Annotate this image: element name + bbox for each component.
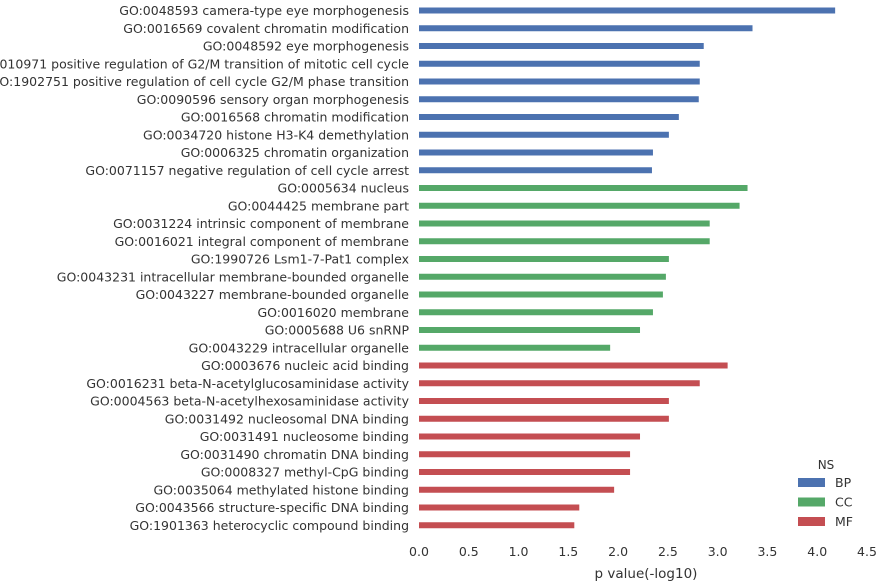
x-axis-title: p value(-log10) bbox=[595, 566, 698, 582]
bar-cc bbox=[419, 327, 641, 333]
bar-cc bbox=[419, 238, 710, 245]
category-label: GO:0005634 nucleus bbox=[278, 181, 409, 196]
category-label: GO:0031491 nucleosome binding bbox=[200, 429, 409, 444]
bar-bp bbox=[419, 7, 836, 14]
category-label: GO:1902751 positive regulation of cell c… bbox=[0, 74, 409, 89]
bar-bp bbox=[419, 43, 704, 49]
category-label: GO:0043227 membrane-bounded organelle bbox=[136, 287, 410, 302]
category-label: GO:0031492 nucleosomal DNA binding bbox=[165, 411, 409, 426]
category-label: GO:0016231 beta-N-acetylglucosaminidase … bbox=[86, 376, 409, 391]
bar-cc bbox=[419, 291, 663, 298]
bar-bp bbox=[419, 131, 669, 138]
legend-label: CC bbox=[835, 495, 853, 510]
bar-bp bbox=[419, 60, 700, 67]
bar-mf bbox=[419, 504, 580, 511]
bar-bp bbox=[419, 78, 700, 85]
category-label: GO:0043231 intracellular membrane-bounde… bbox=[57, 269, 410, 284]
category-label: GO:0043566 structure-specific DNA bindin… bbox=[135, 500, 409, 515]
bar-mf bbox=[419, 433, 641, 440]
bar-bp bbox=[419, 114, 679, 120]
category-label: GO:0071157 negative regulation of cell c… bbox=[85, 163, 409, 178]
category-label: GO:0043229 intracellular organelle bbox=[189, 340, 410, 355]
category-label: GO:0016569 covalent chromatin modificati… bbox=[123, 21, 409, 36]
x-tick-label: 4.5 bbox=[857, 544, 877, 559]
bar-mf bbox=[419, 451, 631, 458]
bar-bp bbox=[419, 167, 652, 174]
bar-mf bbox=[419, 398, 669, 404]
x-axis-ticks: 0.0 0.5 1.0 1.5 2.0 2.5 3.0 3.5 4.0 4.5 bbox=[409, 544, 877, 559]
bar-mf bbox=[419, 522, 575, 529]
legend-label: MF bbox=[835, 514, 853, 529]
category-label: GO:0004563 beta-N-acetylhexosaminidase a… bbox=[90, 394, 409, 409]
x-tick-label: 1.0 bbox=[509, 544, 529, 559]
legend-swatch-mf bbox=[798, 517, 825, 526]
x-tick-label: 0.5 bbox=[459, 544, 479, 559]
bars-group bbox=[419, 7, 836, 529]
category-label: GO:0008327 methyl-CpG binding bbox=[201, 465, 409, 480]
legend-swatch-cc bbox=[798, 497, 825, 507]
x-tick-label: 2.0 bbox=[608, 544, 628, 559]
bar-cc bbox=[419, 220, 710, 227]
bar-mf bbox=[419, 469, 631, 475]
legend-label: BP bbox=[835, 475, 852, 490]
x-tick-label: 1.5 bbox=[558, 544, 578, 559]
category-label: GO:0034720 histone H3-K4 demethylation bbox=[143, 127, 409, 142]
bar-cc bbox=[419, 185, 748, 191]
category-label: GO:0010971 positive regulation of G2/M t… bbox=[0, 56, 409, 71]
bar-bp bbox=[419, 149, 653, 156]
category-label: GO:0031224 intrinsic component of membra… bbox=[113, 216, 409, 231]
legend-swatch-bp bbox=[798, 478, 825, 487]
category-label: GO:0031490 chromatin DNA binding bbox=[180, 447, 409, 462]
category-label: GO:0035064 methylated histone binding bbox=[153, 482, 409, 497]
bar-cc bbox=[419, 309, 653, 316]
category-label: GO:0044425 membrane part bbox=[228, 198, 409, 213]
legend: NS BP CC MF bbox=[798, 458, 853, 529]
bar-mf bbox=[419, 362, 728, 369]
category-label: GO:0048593 camera-type eye morphogenesis bbox=[119, 3, 409, 18]
category-label: GO:0016568 chromatin modification bbox=[181, 110, 409, 125]
category-label: GO:0090596 sensory organ morphogenesis bbox=[137, 92, 409, 107]
category-label: GO:1901363 heterocyclic compound binding bbox=[130, 518, 409, 533]
bar-cc bbox=[419, 344, 611, 351]
category-label: GO:0016021 integral component of membran… bbox=[115, 234, 410, 249]
category-labels: GO:0048593 camera-type eye morphogenesis… bbox=[0, 3, 410, 533]
category-label: GO:1990726 Lsm1-7-Pat1 complex bbox=[191, 252, 409, 267]
bar-cc bbox=[419, 273, 666, 280]
x-tick-label: 3.5 bbox=[757, 544, 777, 559]
bar-mf bbox=[419, 380, 700, 387]
category-label: GO:0006325 chromatin organization bbox=[181, 145, 409, 160]
x-tick-label: 2.5 bbox=[658, 544, 678, 559]
bar-cc bbox=[419, 256, 669, 262]
category-label: GO:0048592 eye morphogenesis bbox=[203, 39, 409, 54]
bar-mf bbox=[419, 486, 615, 493]
x-tick-label: 4.0 bbox=[807, 544, 827, 559]
bar-cc bbox=[419, 202, 740, 209]
category-label: GO:0005688 U6 snRNP bbox=[265, 323, 410, 338]
legend-title: NS bbox=[818, 458, 835, 472]
category-label: GO:0003676 nucleic acid binding bbox=[201, 358, 409, 373]
bar-bp bbox=[419, 96, 699, 103]
category-label: GO:0016020 membrane bbox=[257, 305, 409, 320]
x-tick-label: 0.0 bbox=[409, 544, 429, 559]
bar-mf bbox=[419, 415, 669, 422]
bar-bp bbox=[419, 25, 753, 32]
x-tick-label: 3.0 bbox=[708, 544, 728, 559]
